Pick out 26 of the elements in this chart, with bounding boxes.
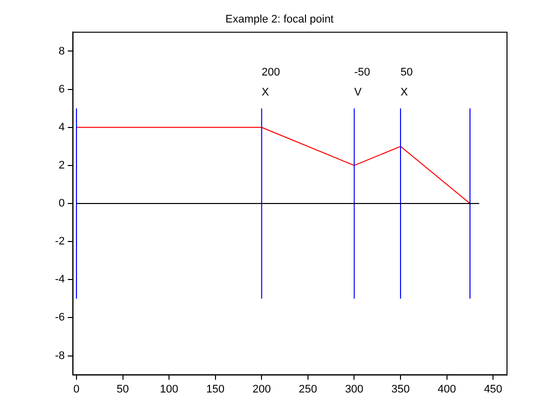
x-tick-label: 150 xyxy=(206,383,225,396)
x-tick-label: 400 xyxy=(438,383,456,396)
y-tick-label: 0 xyxy=(58,198,65,210)
y-tick-label: -2 xyxy=(55,236,65,248)
y-tick-label: 4 xyxy=(58,121,65,134)
x-tick-label: 0 xyxy=(73,383,80,396)
y-tick-label: -4 xyxy=(55,274,65,286)
y-tick-label: 2 xyxy=(58,159,65,172)
chart-title: Example 2: focal point xyxy=(225,14,334,26)
x-tick-label: 200 xyxy=(252,383,271,396)
annotation: V xyxy=(354,86,362,98)
annotation: -50 xyxy=(354,66,370,78)
x-tick-label: 450 xyxy=(484,383,502,396)
annotation: 200 xyxy=(262,66,280,78)
annotation: X xyxy=(400,86,409,98)
y-tick-label: -8 xyxy=(55,350,65,362)
annotation: X xyxy=(262,86,270,98)
x-tick-label: 250 xyxy=(298,383,318,396)
y-tick-label: -6 xyxy=(55,312,65,324)
x-tick-label: 50 xyxy=(116,383,129,396)
x-tick-label: 300 xyxy=(345,383,364,396)
annotation: 50 xyxy=(400,66,413,78)
y-tick-label: 8 xyxy=(58,45,65,58)
y-tick-label: 6 xyxy=(58,83,65,96)
x-tick-label: 100 xyxy=(160,383,178,396)
x-tick-label: 350 xyxy=(391,383,410,396)
